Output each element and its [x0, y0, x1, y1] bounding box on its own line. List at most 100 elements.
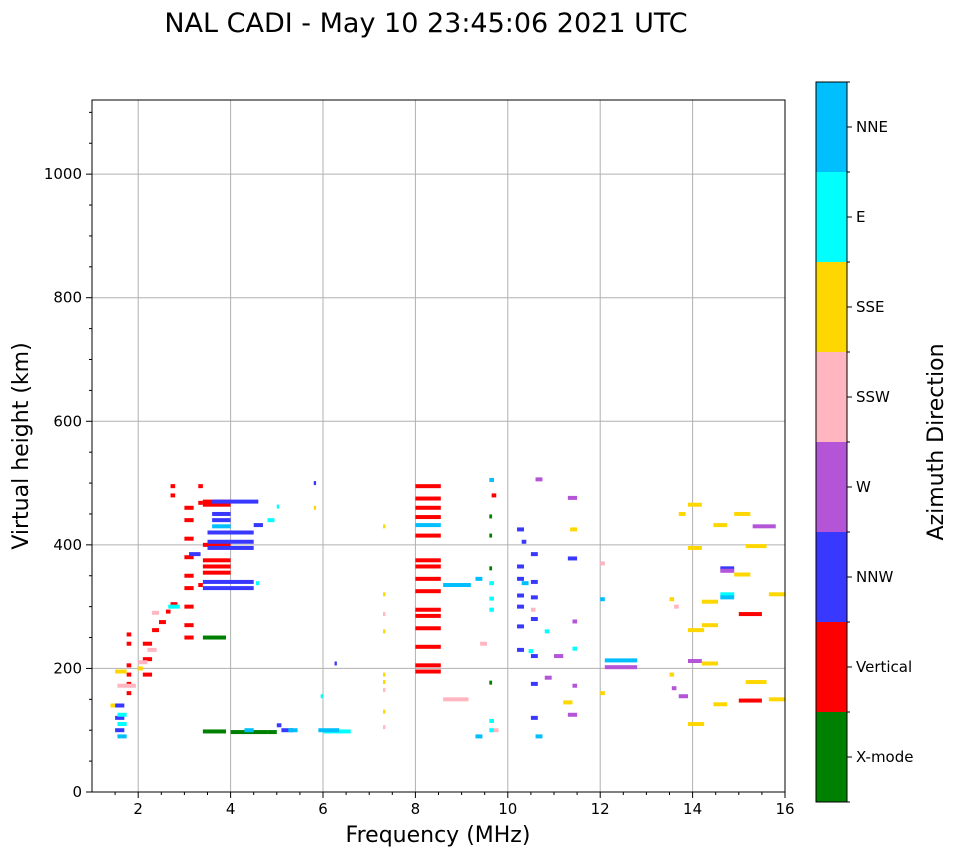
- echo-mark: [701, 599, 719, 604]
- echo-mark: [738, 612, 762, 617]
- colorbar-tick-label: NNW: [856, 568, 893, 586]
- echo-mark: [115, 715, 125, 720]
- colorbar-frame: [815, 81, 848, 803]
- echo-mark: [489, 533, 493, 538]
- y-axis-ticks: 0 200 400 600 800 1000: [44, 111, 92, 801]
- y-tick-label: 400: [53, 536, 82, 554]
- echo-mark: [567, 495, 578, 500]
- echo-mark: [383, 629, 386, 634]
- echo-mark: [687, 628, 705, 633]
- echo-mark: [535, 734, 543, 739]
- colorbar-tick-label: NNE: [856, 118, 888, 136]
- echo-mark: [713, 523, 728, 528]
- echo-mark: [517, 576, 524, 581]
- echo-mark: [489, 728, 494, 733]
- echo-mark: [489, 718, 494, 723]
- echo-mark: [530, 617, 538, 621]
- x-axis-ticks: 2 4 6 8 10 12 14 16: [114, 792, 795, 818]
- colorbar-segment: [816, 172, 847, 262]
- echo-mark: [115, 669, 127, 674]
- echo-mark: [671, 686, 677, 691]
- echo-mark: [184, 573, 194, 578]
- echo-mark: [768, 592, 785, 597]
- echo-mark: [521, 581, 529, 586]
- echo-mark: [604, 658, 638, 663]
- echo-mark: [117, 722, 127, 727]
- echo-mark: [415, 533, 441, 538]
- y-tick-label: 600: [53, 412, 82, 430]
- echo-mark: [572, 619, 578, 624]
- echo-mark: [674, 604, 679, 609]
- echo-mark: [415, 613, 441, 618]
- echo-mark: [517, 604, 524, 609]
- echo-mark: [415, 523, 441, 528]
- echo-mark: [318, 728, 340, 733]
- echo-mark: [276, 504, 280, 509]
- echo-mark: [202, 570, 231, 575]
- echo-mark: [480, 641, 488, 646]
- x-tick-label: 16: [775, 800, 794, 818]
- echo-mark: [415, 663, 441, 668]
- echo-mark: [489, 607, 494, 612]
- echo-mark: [198, 583, 203, 588]
- x-tick-label: 2: [133, 800, 143, 818]
- echo-mark: [678, 694, 688, 699]
- echo-mark: [115, 728, 125, 733]
- echo-mark: [489, 596, 494, 601]
- plot-background: [92, 100, 785, 792]
- echo-mark: [530, 681, 538, 686]
- echo-mark: [415, 626, 441, 631]
- echo-mark: [669, 672, 675, 677]
- echo-mark: [202, 729, 226, 734]
- echo-mark: [212, 499, 259, 504]
- echo-mark: [147, 647, 157, 652]
- echo-mark: [530, 552, 538, 557]
- echo-mark: [521, 539, 527, 544]
- echo-mark: [544, 629, 550, 634]
- echo-mark: [383, 709, 386, 714]
- echo-mark: [165, 609, 171, 614]
- echo-mark: [535, 477, 543, 482]
- series-vertical: [126, 484, 762, 703]
- echo-mark: [184, 635, 194, 640]
- echo-mark: [720, 592, 735, 597]
- echo-mark: [600, 561, 605, 566]
- echo-mark: [126, 691, 132, 696]
- colorbar-segment: [816, 352, 847, 442]
- echo-mark: [142, 657, 153, 662]
- echo-mark: [202, 579, 254, 584]
- echo-mark: [207, 545, 254, 550]
- x-tick-label: 10: [498, 800, 517, 818]
- echo-mark: [720, 595, 735, 600]
- echo-mark: [734, 511, 751, 516]
- echo-mark: [334, 661, 337, 666]
- echo-mark: [567, 712, 578, 717]
- echo-mark: [475, 576, 483, 581]
- echo-mark: [198, 500, 203, 505]
- echo-mark: [713, 702, 728, 707]
- echo-mark: [489, 581, 494, 586]
- echo-mark: [110, 703, 116, 708]
- colorbar-tick-label: W: [856, 478, 871, 496]
- echo-mark: [530, 715, 538, 720]
- x-tick-label: 4: [226, 800, 236, 818]
- echo-mark: [768, 697, 785, 702]
- series-w: [535, 477, 776, 717]
- echo-mark: [687, 722, 705, 727]
- echo-mark: [184, 623, 194, 628]
- plot-area: 2 4 6 8 10 12 14 16 0 200 400 600 800 1000: [44, 99, 795, 818]
- echo-mark: [443, 583, 471, 588]
- echo-mark: [489, 477, 494, 482]
- echo-mark: [126, 632, 132, 637]
- echo-mark: [415, 505, 441, 510]
- echo-mark: [415, 589, 441, 594]
- echo-mark: [202, 564, 231, 569]
- echo-mark: [745, 544, 767, 549]
- colorbar-segment: [816, 622, 847, 712]
- echo-mark: [202, 558, 231, 563]
- echo-mark: [570, 527, 578, 532]
- y-tick-label: 800: [53, 289, 82, 307]
- data-marks: [110, 477, 785, 739]
- y-tick-label: 200: [53, 659, 82, 677]
- series-ssw: [117, 561, 679, 733]
